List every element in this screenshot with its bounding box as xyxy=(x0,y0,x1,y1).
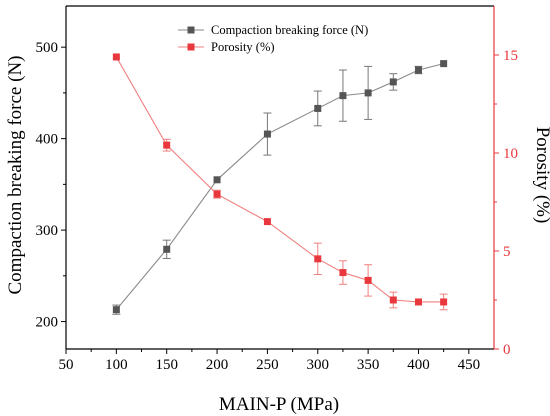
y-left-tick-label: 500 xyxy=(36,40,59,56)
data-point xyxy=(163,142,170,149)
data-point xyxy=(264,131,271,138)
y-axis-left-label: Compaction breaking force (N) xyxy=(5,56,26,295)
data-point xyxy=(339,92,346,99)
y-axis-left: 200 300 400 500 xyxy=(36,40,67,330)
y-left-tick-label: 200 xyxy=(36,315,59,331)
y-left-tick-label: 300 xyxy=(36,223,59,239)
data-point xyxy=(365,89,372,96)
x-tick-label: 300 xyxy=(307,357,330,373)
y-right-tick-label: 5 xyxy=(503,244,511,260)
plot-frame xyxy=(66,6,494,349)
x-axis-label: MAIN-P (MPa) xyxy=(219,394,339,415)
x-tick-label: 200 xyxy=(206,357,229,373)
x-axis: 50 100 150 200 250 300 350 400 450 xyxy=(59,349,481,373)
legend-marker xyxy=(188,27,195,34)
data-point xyxy=(214,191,221,198)
y-axis-right-label: Porosity (%) xyxy=(532,127,550,224)
legend: Compaction breaking force (N) Porosity (%… xyxy=(178,23,368,54)
data-point xyxy=(113,306,120,313)
data-point xyxy=(314,255,321,262)
data-point xyxy=(113,53,120,60)
data-point xyxy=(390,297,397,304)
data-point xyxy=(415,298,422,305)
data-point xyxy=(314,105,321,112)
y-right-tick-label: 15 xyxy=(503,48,518,64)
data-point xyxy=(365,277,372,284)
x-tick-label: 150 xyxy=(155,357,178,373)
x-tick-label: 450 xyxy=(458,357,481,373)
data-point xyxy=(440,60,447,67)
y-axis-right: 0 5 10 15 xyxy=(494,48,518,358)
series-layer xyxy=(112,53,447,314)
x-tick-label: 400 xyxy=(407,357,430,373)
y-left-tick-label: 400 xyxy=(36,132,59,148)
data-point xyxy=(163,246,170,253)
x-tick-label: 350 xyxy=(357,357,380,373)
y-right-tick-label: 10 xyxy=(503,146,518,162)
data-point xyxy=(264,218,271,225)
data-point xyxy=(415,67,422,74)
x-tick-label: 250 xyxy=(256,357,279,373)
series-line xyxy=(116,64,443,310)
series-porosity xyxy=(113,53,448,309)
data-point xyxy=(440,298,447,305)
data-point xyxy=(390,78,397,85)
y-right-tick-label: 0 xyxy=(503,342,511,358)
x-tick-label: 50 xyxy=(59,357,74,373)
legend-marker xyxy=(188,44,195,51)
data-point xyxy=(339,269,346,276)
data-point xyxy=(214,176,221,183)
series-line xyxy=(116,57,443,302)
legend-label: Compaction breaking force (N) xyxy=(211,23,368,37)
series-breaking-force xyxy=(112,60,447,314)
legend-label: Porosity (%) xyxy=(211,40,275,54)
x-tick-label: 100 xyxy=(105,357,128,373)
